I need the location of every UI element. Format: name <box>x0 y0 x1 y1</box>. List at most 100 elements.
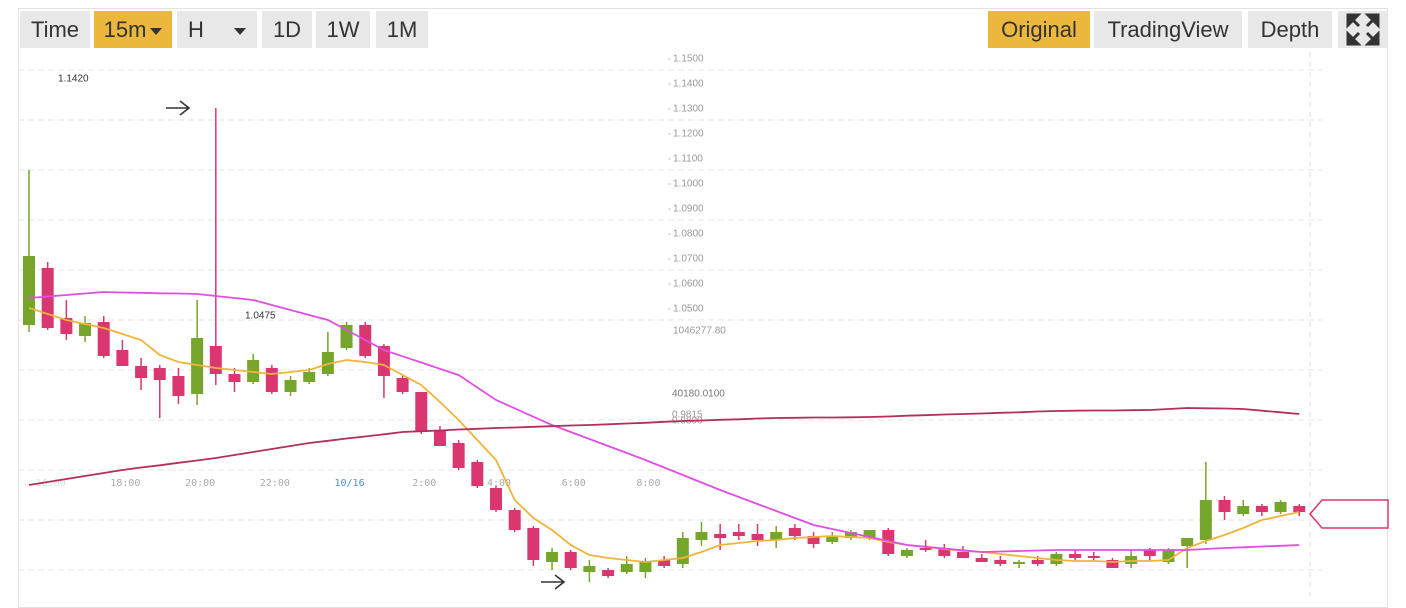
candle-body <box>919 548 932 550</box>
y-tick-label: 1.1000 <box>673 179 704 190</box>
toolbar-button[interactable]: Depth <box>1248 11 1332 48</box>
button-label: TradingView <box>1107 17 1229 42</box>
dropdown-caret <box>233 27 246 35</box>
candle-body <box>1069 554 1082 558</box>
candle-body <box>377 346 390 376</box>
fullscreen-icon <box>1346 13 1380 46</box>
y-tick-label: 1.0700 <box>673 254 704 265</box>
x-tick-label: 2:00 <box>412 478 436 489</box>
candle-body <box>695 532 708 540</box>
candle-body <box>658 560 671 566</box>
x-tick-label: 4:00 <box>487 478 511 489</box>
candle-body <box>116 350 129 366</box>
candle-body <box>1087 556 1100 558</box>
candle-body <box>788 528 801 536</box>
toolbar-button[interactable]: Original <box>988 11 1090 48</box>
candle-body <box>172 376 185 396</box>
y-tick-label: 1.1100 <box>673 154 703 165</box>
candle-body <box>1106 560 1119 568</box>
candle-body <box>975 558 988 562</box>
y-tick-label: 1.1200 <box>673 129 704 140</box>
toolbar-button[interactable]: 15m <box>94 11 172 48</box>
candle-body <box>900 550 913 556</box>
candle-body <box>1143 550 1156 556</box>
dropdown-caret <box>150 27 163 35</box>
candle-body <box>508 510 521 530</box>
candle-body <box>471 462 484 486</box>
candle-body <box>303 372 316 382</box>
button-label: Original <box>1001 17 1077 42</box>
candle-body <box>751 534 764 540</box>
toolbar-button[interactable]: H <box>177 11 257 48</box>
candle-body <box>844 532 857 538</box>
candle-body <box>433 430 446 446</box>
candle-body <box>321 352 334 374</box>
annotation: 40180.0100 <box>672 389 725 400</box>
button-label: H <box>188 17 204 42</box>
toolbar-button[interactable]: 1W <box>316 11 370 48</box>
candle-body <box>60 318 73 334</box>
annotation: 1.1420 <box>58 74 89 85</box>
price-tag <box>1309 499 1389 529</box>
moving-average <box>28 291 1300 553</box>
button-label: Time <box>30 17 80 42</box>
y-tick-label: 1.0600 <box>673 279 704 290</box>
candle-body <box>265 368 278 392</box>
y-tick-label: 1.1300 <box>673 104 704 115</box>
button-label: Depth <box>1260 17 1320 42</box>
candle-body <box>228 374 241 382</box>
candle-body <box>938 548 951 556</box>
y-tick-label: 1.0800 <box>673 229 704 240</box>
low-arrow <box>541 574 566 590</box>
candle-body <box>1255 506 1268 512</box>
button-label: 1M <box>386 17 418 42</box>
candle-body <box>153 368 166 380</box>
x-tick-label: 18:00 <box>110 478 140 489</box>
candle-body <box>807 536 820 544</box>
candle-body <box>97 322 110 356</box>
annotation: 1.0475 <box>245 311 276 322</box>
candle-body <box>452 443 465 468</box>
x-tick-label: 6:00 <box>562 478 586 489</box>
high-arrow <box>166 100 191 116</box>
candle-body <box>564 552 577 568</box>
candle-body <box>41 268 54 328</box>
candle-body <box>527 528 540 560</box>
candle-body <box>79 323 92 336</box>
annotation: 0.9815 <box>672 410 703 421</box>
candle-body <box>602 570 615 576</box>
toolbar-button[interactable]: 1M <box>376 11 428 48</box>
candle-body <box>1181 538 1194 546</box>
button-label: 1D <box>272 17 302 42</box>
candle-body <box>415 392 428 432</box>
candle-body <box>396 378 409 392</box>
x-tick-label: 22:00 <box>260 478 290 489</box>
candle-body <box>826 536 839 542</box>
candle-body <box>1293 506 1306 512</box>
button-label: 1W <box>326 17 360 42</box>
candle-body <box>1125 556 1138 564</box>
annotation: 1046277.80 <box>673 326 726 337</box>
candle-body <box>770 532 783 540</box>
y-tick-label: 1.0900 <box>673 204 704 215</box>
y-tick-label: 1.0500 <box>673 304 704 315</box>
candle-body <box>1218 500 1231 512</box>
candle-body <box>639 562 652 572</box>
fullscreen-button[interactable] <box>1338 11 1388 48</box>
button-label: 15m <box>103 17 147 42</box>
toolbar-button[interactable]: 1D <box>262 11 312 48</box>
candle-body <box>1013 562 1026 564</box>
candle-body <box>1050 554 1063 564</box>
toolbar-button[interactable]: TradingView <box>1094 11 1242 48</box>
candle-body <box>1237 506 1250 514</box>
candle-body <box>1031 560 1044 564</box>
toolbar-button[interactable]: Time <box>20 11 90 48</box>
y-tick-label: 1.1500 <box>673 54 704 65</box>
candle-body <box>863 530 876 538</box>
moving-average <box>28 307 1300 563</box>
y-tick-label: 1.1400 <box>673 79 704 90</box>
candle-body <box>1199 500 1212 540</box>
candle-body <box>490 488 502 510</box>
